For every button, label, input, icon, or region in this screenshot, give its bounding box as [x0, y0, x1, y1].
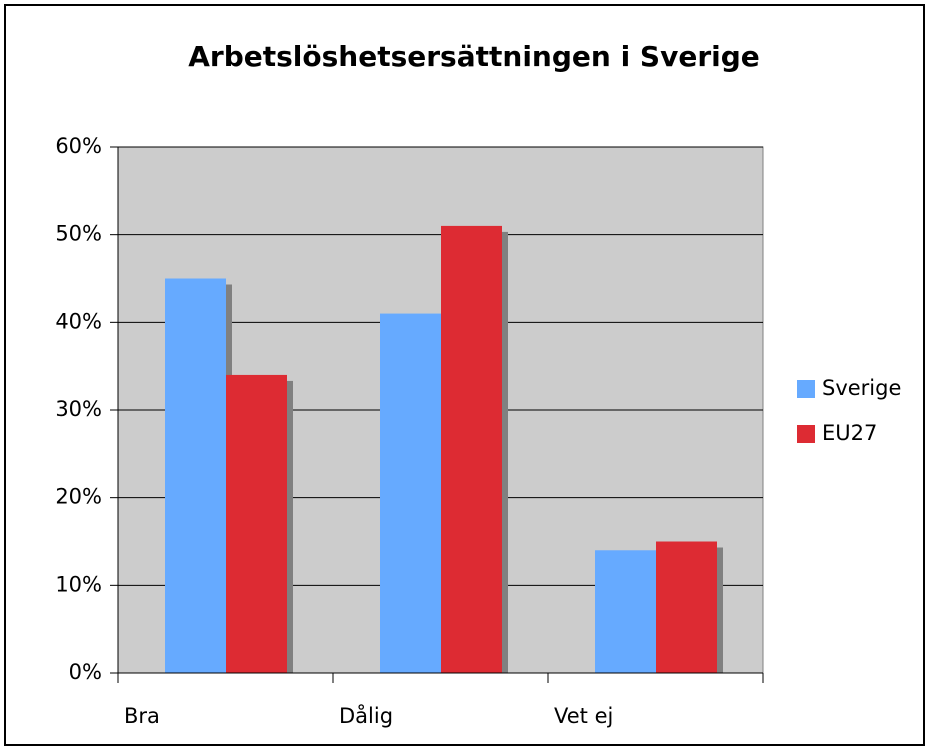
- bar: [595, 550, 656, 673]
- y-tick-label: 60%: [55, 134, 102, 158]
- y-tick-label: 30%: [55, 397, 102, 421]
- bar: [165, 278, 226, 673]
- legend-swatch: [797, 425, 815, 443]
- legend-label: EU27: [822, 421, 877, 445]
- bar: [380, 313, 441, 673]
- chart-title: Arbetslöshetsersättningen i Sverige: [188, 40, 760, 73]
- y-tick-label: 20%: [55, 485, 102, 509]
- x-tick-label: Vet ej: [554, 704, 613, 728]
- x-tick-label: Bra: [124, 704, 160, 728]
- x-tick-label: Dålig: [339, 703, 393, 728]
- legend-label: Sverige: [822, 376, 901, 400]
- bar: [441, 225, 502, 673]
- y-tick-label: 10%: [55, 572, 102, 596]
- bar: [226, 374, 287, 673]
- y-tick-label: 40%: [55, 309, 102, 333]
- y-tick-label: 50%: [55, 222, 102, 246]
- legend-swatch: [797, 380, 815, 398]
- y-tick-label: 0%: [69, 660, 102, 684]
- bar: [656, 541, 717, 673]
